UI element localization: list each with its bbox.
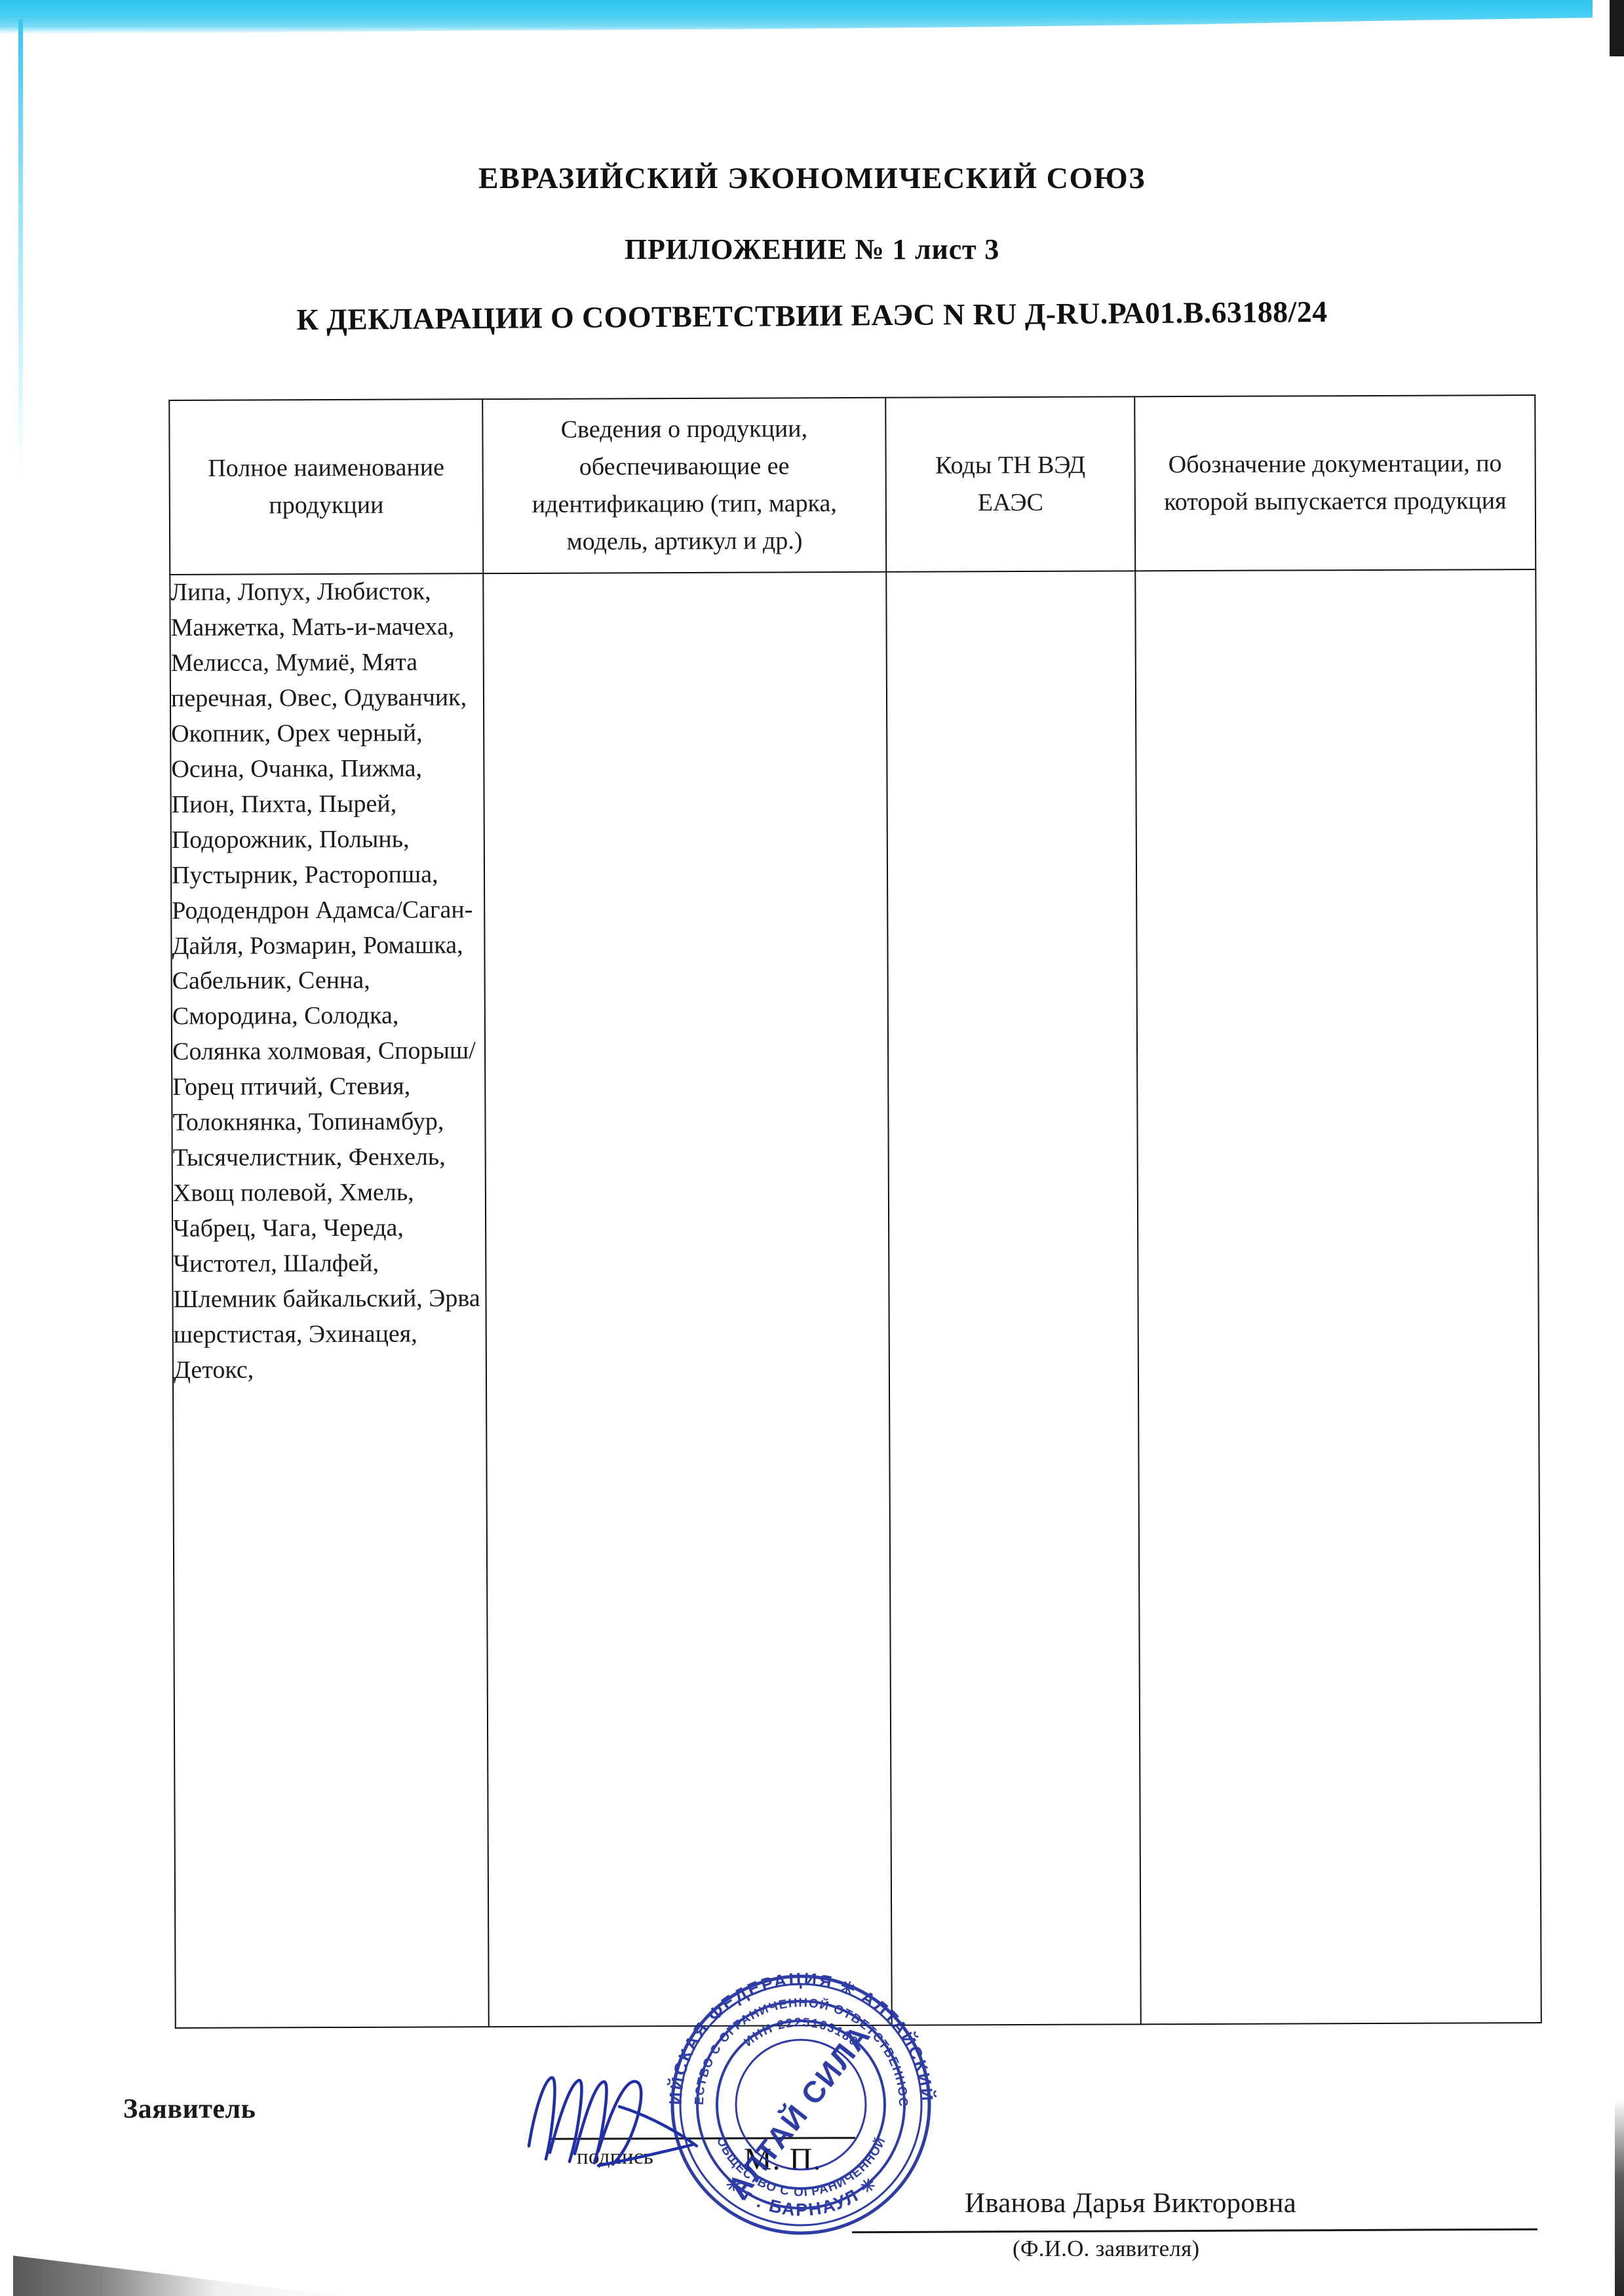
cell-identification	[483, 571, 892, 2027]
column-header-documentation: Обозначение документации, по которой вып…	[1134, 395, 1536, 571]
column-header-identification: Сведения о продукции, обеспечивающие ее …	[482, 397, 887, 574]
scan-artifact-left-edge	[18, 20, 23, 478]
signature-block: Заявитель подпись М. П. Иванова Дарья Ви…	[0, 2064, 1624, 2287]
scan-artifact-right-bar-top	[1610, 0, 1624, 56]
table-row: Липа, Лопух, Любисток, Манжетка, Мать-и-…	[170, 569, 1541, 2028]
applicant-name: Иванова Дарья Викторовна	[965, 2188, 1296, 2219]
document-title-annex: ПРИЛОЖЕНИЕ № 1 лист 3	[624, 233, 1000, 265]
applicant-name-line	[851, 2228, 1538, 2234]
cell-product-names: Липа, Лопух, Любисток, Манжетка, Мать-и-…	[170, 573, 489, 2028]
signature-caption: подпись	[577, 2145, 654, 2169]
column-header-tnved-codes: Коды ТН ВЭД ЕАЭС	[885, 396, 1136, 572]
product-table: Полное наименование продукции Сведения о…	[168, 394, 1542, 2029]
column-header-product-name: Полное наименование продукции	[169, 399, 484, 575]
applicant-name-caption: (Ф.И.О. заявителя)	[1013, 2236, 1200, 2261]
product-table-container: Полное наименование продукции Сведения о…	[168, 394, 1541, 2029]
applicant-label: Заявитель	[123, 2094, 256, 2124]
signature-line	[550, 2137, 856, 2140]
cell-tnved-codes	[886, 571, 1141, 2025]
document-title-union: ЕВРАЗИЙСКИЙ ЭКОНОМИЧЕСКИЙ СОЮЗ	[478, 161, 1146, 195]
document-title-declaration: К ДЕКЛАРАЦИИ О СООТВЕТСТВИИ ЕАЭС N RU Д-…	[296, 294, 1328, 337]
table-header-row: Полное наименование продукции Сведения о…	[169, 395, 1536, 575]
scan-artifact-right-bar-bottom	[1615, 2099, 1624, 2296]
stamp-place-label: М. П.	[744, 2142, 822, 2177]
cell-documentation	[1135, 569, 1541, 2025]
